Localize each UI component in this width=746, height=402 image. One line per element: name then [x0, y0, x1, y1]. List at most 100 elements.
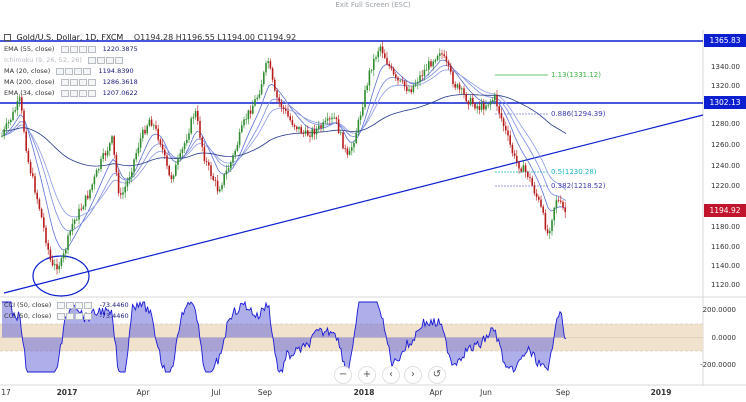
- time-tick: Sep: [555, 388, 571, 397]
- candle-body: [467, 101, 470, 105]
- eye-icon[interactable]: [60, 45, 69, 53]
- exit-fullscreen-hint[interactable]: Exit Full Screen (ESC): [335, 1, 411, 9]
- candle-body: [392, 68, 395, 75]
- candle-body: [278, 97, 280, 102]
- candle-body: [93, 176, 96, 185]
- candle-body: [357, 119, 360, 133]
- candle-body: [388, 63, 390, 67]
- zoom-out-button[interactable]: −: [334, 366, 352, 384]
- candle-body: [65, 250, 67, 254]
- eye-icon[interactable]: [60, 78, 69, 86]
- candle-body: [170, 175, 173, 180]
- more-icon[interactable]: [84, 312, 93, 320]
- settings-icon[interactable]: [69, 78, 78, 86]
- settings-icon[interactable]: [69, 89, 78, 97]
- candle-body: [135, 153, 137, 160]
- indicator-row-ma20[interactable]: MA (20, close) 1194.8390: [4, 66, 134, 76]
- eye-icon[interactable]: [56, 67, 65, 75]
- close-icon[interactable]: [105, 56, 114, 64]
- indicator-buttons[interactable]: [60, 88, 97, 98]
- candle-body: [335, 117, 338, 120]
- candle-body: [458, 84, 461, 90]
- eye-icon[interactable]: [60, 89, 69, 97]
- collapse-icon[interactable]: [4, 34, 11, 41]
- indicator-buttons[interactable]: [56, 66, 92, 76]
- indicator-buttons[interactable]: [57, 311, 93, 321]
- candle-body: [291, 120, 294, 125]
- eye-icon[interactable]: [87, 56, 96, 64]
- close-icon[interactable]: [78, 78, 87, 86]
- close-icon[interactable]: [75, 301, 84, 309]
- candle-body: [461, 88, 463, 90]
- close-icon[interactable]: [74, 67, 83, 75]
- candle-body: [91, 184, 93, 190]
- candle-body: [408, 89, 410, 91]
- candle-body: [164, 149, 166, 156]
- candle-body: [562, 201, 564, 208]
- eye-icon[interactable]: [57, 312, 66, 320]
- indicator-row-ema55[interactable]: EMA (55, close) 1220.3875: [4, 44, 138, 54]
- candle-body: [340, 132, 342, 134]
- candle-body: [483, 103, 485, 110]
- settings-icon[interactable]: [69, 45, 78, 53]
- price-tick: 1320.00: [711, 82, 740, 90]
- time-tick: Jul: [211, 388, 221, 397]
- candle-body: [214, 179, 217, 181]
- indicator-buttons[interactable]: [57, 300, 93, 310]
- candle-body: [223, 174, 225, 185]
- candle-body: [546, 229, 549, 234]
- candle-body: [540, 199, 542, 207]
- candle-body: [32, 173, 34, 177]
- indicator-buttons[interactable]: [60, 44, 97, 54]
- candle-body: [410, 89, 412, 93]
- cci-tick: 0.0000: [711, 334, 737, 342]
- indicator-row-ma200[interactable]: MA (200, close) 1286.3618: [4, 77, 138, 87]
- settings-icon[interactable]: [66, 312, 75, 320]
- more-icon[interactable]: [114, 56, 123, 64]
- cci-value: -73.4460: [99, 312, 129, 320]
- candle-body: [245, 119, 247, 121]
- indicator-buttons[interactable]: [87, 55, 124, 65]
- price-tick: 1140.00: [711, 262, 740, 270]
- indicator-buttons[interactable]: [60, 77, 97, 87]
- candle-body: [113, 136, 115, 155]
- candle-body: [500, 113, 503, 119]
- indicator-row-ichimoku[interactable]: Ichimoku (9, 26, 52, 26): [4, 55, 128, 65]
- more-icon[interactable]: [87, 89, 96, 97]
- candle-body: [423, 69, 426, 76]
- candle-body: [256, 97, 258, 100]
- reset-chart-button[interactable]: ↺: [428, 366, 446, 384]
- cci-legend-row[interactable]: CCI (50, close) -73.4460: [4, 300, 129, 310]
- candle-body: [370, 70, 373, 71]
- eye-icon[interactable]: [57, 301, 66, 309]
- cci-legend-row[interactable]: CCI (50, close) -73.4460: [4, 311, 129, 321]
- symbol-title[interactable]: Gold/U.S. Dollar, 1D, FXCM: [16, 33, 124, 42]
- more-icon[interactable]: [87, 45, 96, 53]
- more-icon[interactable]: [84, 301, 93, 309]
- candle-body: [260, 84, 263, 95]
- candle-body: [157, 128, 159, 140]
- more-icon[interactable]: [83, 67, 92, 75]
- close-icon[interactable]: [78, 89, 87, 97]
- candle-body: [139, 138, 142, 148]
- candle-body: [236, 144, 239, 151]
- indicator-row-ema34[interactable]: EMA (34, close) 1207.0622: [4, 88, 138, 98]
- scroll-right-button[interactable]: ›: [404, 366, 422, 384]
- candle-body: [230, 162, 232, 169]
- settings-icon[interactable]: [66, 301, 75, 309]
- candle-body: [465, 94, 467, 102]
- settings-icon[interactable]: [96, 56, 105, 64]
- zoom-in-button[interactable]: +: [358, 366, 376, 384]
- settings-icon[interactable]: [65, 67, 74, 75]
- scroll-left-button[interactable]: ‹: [382, 366, 400, 384]
- candle-body: [287, 110, 289, 117]
- candle-body: [417, 82, 419, 84]
- candle-body: [557, 200, 560, 202]
- more-icon[interactable]: [87, 78, 96, 86]
- close-icon[interactable]: [75, 312, 84, 320]
- candle-body: [71, 223, 74, 232]
- close-icon[interactable]: [78, 45, 87, 53]
- candle-body: [421, 75, 423, 77]
- candle-body: [447, 61, 450, 66]
